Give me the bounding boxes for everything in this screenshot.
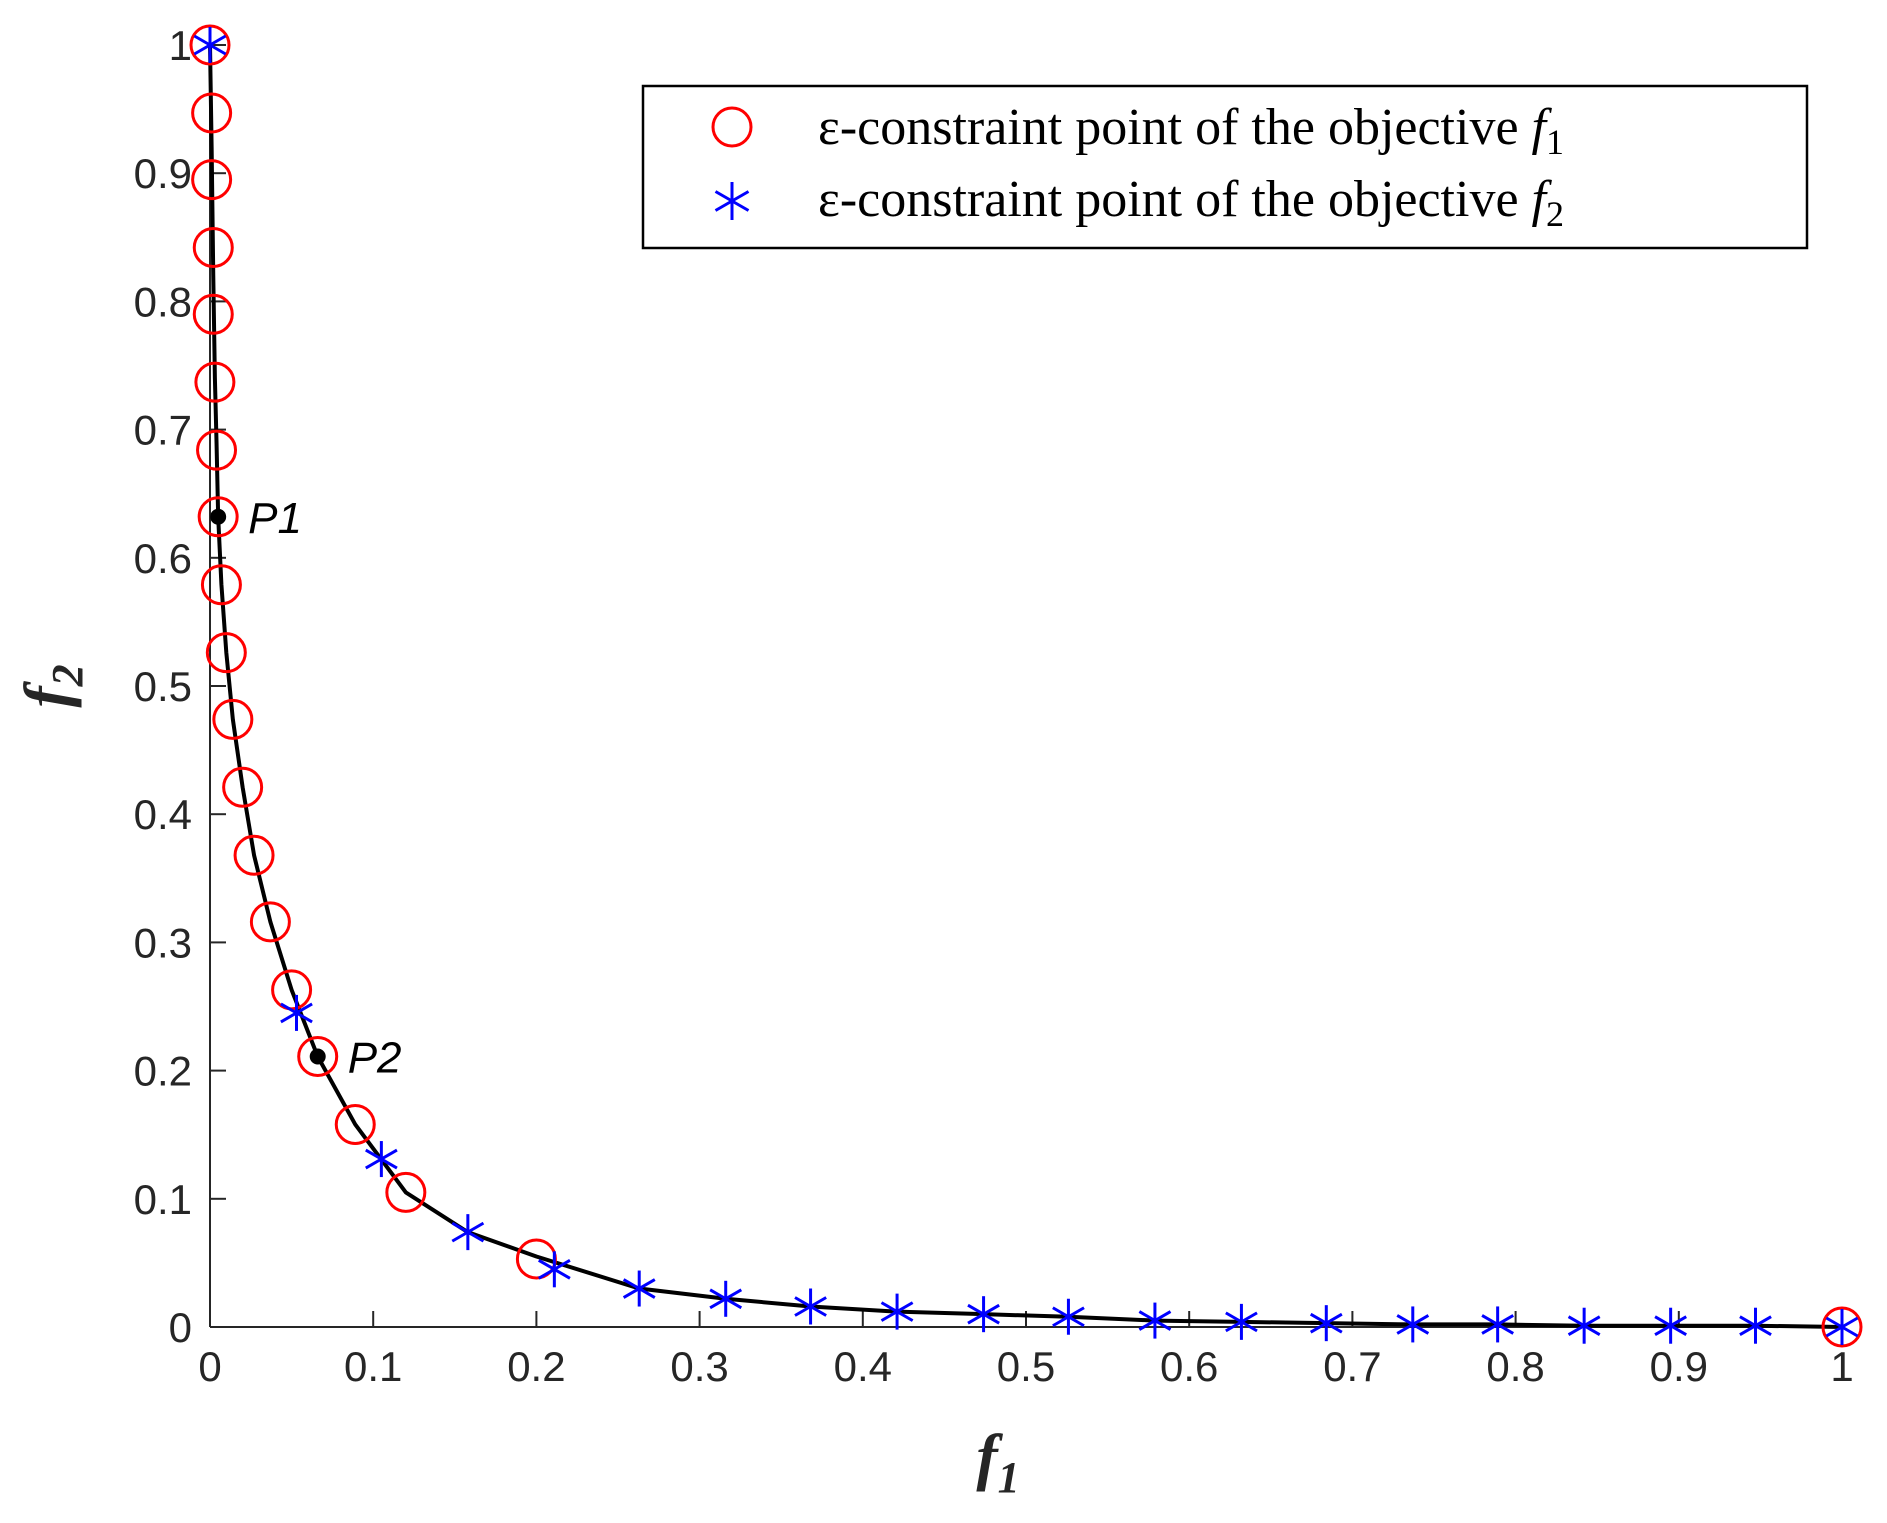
f1-point — [200, 564, 242, 606]
x-tick-label: 0.5 — [997, 1343, 1055, 1390]
y-tick-label: 0.5 — [134, 663, 192, 710]
x-tick-label: 0.7 — [1323, 1343, 1381, 1390]
f2-point — [1309, 1305, 1343, 1342]
f1-point — [205, 632, 247, 674]
f2-point — [1481, 1306, 1514, 1343]
y-tick-label: 0.8 — [134, 278, 192, 325]
f2-point — [1567, 1307, 1601, 1344]
legend-marker-asterisk — [714, 182, 750, 220]
x-tick-label: 0.8 — [1486, 1343, 1544, 1390]
y-tick-label: 0.4 — [134, 791, 192, 838]
y-ticks: 0 0.1 0.2 0.3 0.4 0.5 0.6 0.7 0.8 0.9 1 — [134, 22, 226, 1351]
series-f2-asterisks — [193, 27, 1859, 1345]
y-tick-label: 0.3 — [134, 919, 192, 966]
y-tick-label: 0.7 — [134, 407, 192, 454]
f1-point — [334, 1103, 376, 1145]
x-tick-label: 0.1 — [344, 1343, 402, 1390]
f1-point — [222, 766, 264, 808]
x-tick-label: 0 — [198, 1343, 221, 1390]
f2-point — [622, 1270, 656, 1307]
x-ticks: 0 0.1 0.2 0.3 0.4 0.5 0.6 0.7 0.8 0.9 1 — [198, 1311, 1854, 1390]
f2-point — [967, 1296, 1000, 1333]
x-tick-label: 0.2 — [507, 1343, 565, 1390]
legend-entry-f1: ε-constraint point of the objective f1 — [818, 99, 1564, 162]
f1-point — [233, 834, 275, 876]
f1-point — [196, 429, 238, 471]
f2-point — [1654, 1307, 1687, 1344]
f1-point — [192, 227, 234, 269]
f2-point — [1396, 1306, 1430, 1343]
x-tick-label: 0.4 — [834, 1343, 892, 1390]
x-tick-label: 0.9 — [1650, 1343, 1708, 1390]
f1-point — [385, 1171, 427, 1213]
annotation-point — [309, 1048, 326, 1065]
f1-point — [191, 159, 233, 201]
f2-point — [1052, 1298, 1085, 1335]
f1-point — [189, 24, 231, 66]
f2-point — [193, 27, 227, 63]
f2-point — [880, 1293, 914, 1330]
x-tick-label: 0.6 — [1160, 1343, 1218, 1390]
annotation-label: P1 — [248, 494, 302, 543]
annotations: P1 P2 — [210, 494, 402, 1082]
f2-point — [365, 1141, 398, 1178]
f1-point — [249, 901, 291, 943]
annotation-point — [210, 508, 227, 525]
f2-point — [451, 1214, 485, 1251]
y-tick-label: 0.9 — [134, 150, 192, 197]
f2-point — [1825, 1309, 1859, 1345]
f2-point — [794, 1288, 827, 1325]
y-tick-label: 1 — [169, 22, 192, 69]
f2-point — [538, 1251, 571, 1288]
f1-point — [194, 361, 236, 403]
f1-point — [197, 496, 239, 538]
y-tick-label: 0 — [169, 1304, 192, 1351]
legend: ε-constraint point of the objective f1 ε… — [641, 84, 1809, 250]
f1-point — [297, 1035, 339, 1077]
legend-marker-circle — [711, 106, 753, 148]
f2-point — [709, 1280, 743, 1317]
x-tick-label: 0.3 — [670, 1343, 728, 1390]
series-f1-circles — [189, 24, 1863, 1348]
legend-box — [641, 84, 1809, 250]
f1-point — [192, 293, 234, 335]
y-axis-label: f2 — [11, 664, 92, 707]
f1-point — [212, 698, 254, 740]
y-tick-label: 0.1 — [134, 1176, 192, 1223]
legend-entry-f2: ε-constraint point of the objective f2 — [818, 171, 1564, 234]
f2-point — [1739, 1307, 1772, 1344]
x-axis-label: f1 — [976, 1421, 1019, 1502]
f2-point — [1225, 1303, 1258, 1340]
y-tick-label: 0.6 — [134, 535, 192, 582]
f2-point — [280, 994, 313, 1031]
y-tick-label: 0.2 — [134, 1048, 192, 1095]
f1-point — [191, 92, 233, 134]
f2-point — [1138, 1302, 1172, 1339]
x-tick-label: 1 — [1830, 1343, 1853, 1390]
f1-point — [1821, 1306, 1863, 1348]
annotation-label: P2 — [348, 1033, 402, 1082]
